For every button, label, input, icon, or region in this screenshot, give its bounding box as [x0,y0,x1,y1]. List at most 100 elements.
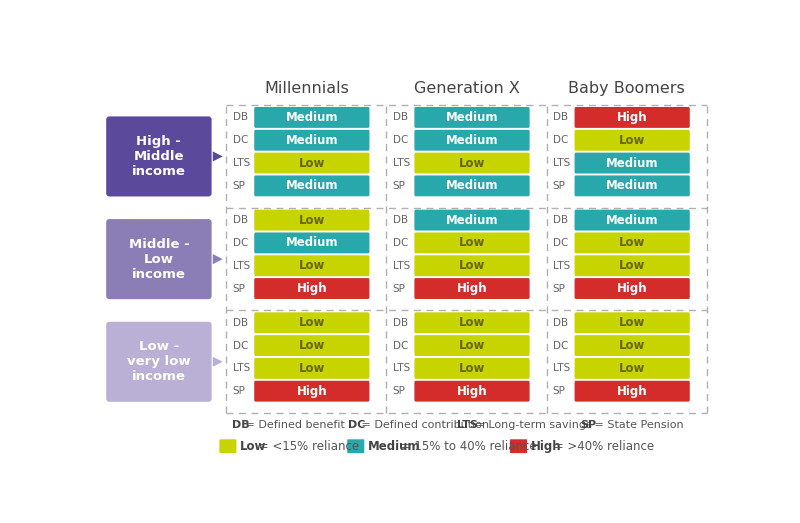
FancyBboxPatch shape [574,233,690,253]
Text: SP: SP [553,386,566,396]
FancyBboxPatch shape [254,381,370,402]
Text: SP: SP [233,386,246,396]
Text: Low: Low [298,156,325,169]
Text: SP: SP [233,181,246,191]
Text: SP: SP [233,283,246,293]
Text: High: High [617,282,647,295]
Text: Low: Low [619,236,646,249]
Text: Medium: Medium [446,111,498,124]
Text: DB: DB [393,215,408,225]
Text: = 15% to 40% reliance: = 15% to 40% reliance [397,440,537,453]
Text: Low: Low [298,259,325,272]
FancyBboxPatch shape [414,381,530,402]
Text: Low: Low [619,316,646,329]
Text: DB: DB [233,215,248,225]
Text: Medium: Medium [446,134,498,147]
Text: DB: DB [393,318,408,328]
Text: Low: Low [459,316,485,329]
Text: = Long-term savings: = Long-term savings [472,420,591,430]
FancyBboxPatch shape [106,219,211,299]
FancyBboxPatch shape [574,153,690,174]
Text: DC: DC [393,135,408,145]
FancyBboxPatch shape [414,255,530,276]
FancyBboxPatch shape [414,210,530,231]
Text: High: High [297,385,327,397]
Text: SP: SP [393,181,406,191]
Text: High: High [617,385,647,397]
FancyBboxPatch shape [254,255,370,276]
Text: Medium: Medium [286,111,338,124]
Text: DC: DC [233,238,248,248]
Text: Low -
very low
income: Low - very low income [127,340,190,383]
Text: LTS: LTS [233,261,250,271]
Text: DC: DC [233,340,248,350]
Text: Medium: Medium [286,134,338,147]
Text: High: High [531,440,562,453]
FancyBboxPatch shape [219,439,237,453]
FancyBboxPatch shape [254,107,370,128]
Text: DC: DC [348,420,366,430]
Text: High -
Middle
income: High - Middle income [132,135,186,178]
Text: Low: Low [459,259,485,272]
Text: DC: DC [233,135,248,145]
FancyBboxPatch shape [574,278,690,299]
FancyBboxPatch shape [414,278,530,299]
FancyBboxPatch shape [414,312,530,333]
Text: Low: Low [459,236,485,249]
Text: Low: Low [459,339,485,352]
Text: Medium: Medium [286,236,338,249]
Text: = Defined benefit: = Defined benefit [242,420,345,430]
FancyBboxPatch shape [106,322,211,402]
Text: DB: DB [553,215,568,225]
Text: Medium: Medium [446,213,498,226]
FancyBboxPatch shape [574,358,690,379]
Text: LTS: LTS [393,363,410,373]
FancyBboxPatch shape [574,312,690,333]
Text: SP: SP [553,283,566,293]
FancyBboxPatch shape [106,117,211,197]
Text: DB: DB [393,112,408,122]
FancyBboxPatch shape [254,175,370,196]
FancyBboxPatch shape [414,358,530,379]
Text: Low: Low [298,316,325,329]
Text: High: High [457,282,487,295]
Text: Low: Low [298,213,325,226]
Text: High: High [297,282,327,295]
FancyBboxPatch shape [574,175,690,196]
Text: = State Pension: = State Pension [590,420,683,430]
Text: LTS: LTS [553,158,570,168]
Text: Medium: Medium [606,156,658,169]
FancyBboxPatch shape [414,175,530,196]
Text: SP: SP [393,283,406,293]
Text: DB: DB [233,112,248,122]
FancyBboxPatch shape [414,130,530,151]
Text: DC: DC [393,340,408,350]
Text: DC: DC [553,340,568,350]
FancyBboxPatch shape [254,130,370,151]
Text: = <15% reliance: = <15% reliance [254,440,359,453]
Text: Low: Low [619,259,646,272]
FancyBboxPatch shape [254,153,370,174]
Text: DB: DB [553,112,568,122]
Text: Medium: Medium [446,179,498,192]
Text: Low: Low [459,156,485,169]
FancyBboxPatch shape [254,233,370,253]
Text: Medium: Medium [368,440,421,453]
Text: DB: DB [233,318,248,328]
Text: DB: DB [553,318,568,328]
Text: = >40% reliance: = >40% reliance [550,440,654,453]
Text: LTS: LTS [457,420,478,430]
Text: LTS: LTS [553,261,570,271]
FancyBboxPatch shape [347,439,364,453]
FancyBboxPatch shape [414,153,530,174]
FancyBboxPatch shape [414,335,530,356]
FancyBboxPatch shape [574,130,690,151]
FancyBboxPatch shape [574,381,690,402]
Text: Medium: Medium [606,213,658,226]
FancyBboxPatch shape [254,312,370,333]
FancyBboxPatch shape [254,278,370,299]
Text: Low: Low [619,362,646,375]
Text: Low: Low [240,440,266,453]
FancyBboxPatch shape [574,210,690,231]
Text: LTS: LTS [233,363,250,373]
